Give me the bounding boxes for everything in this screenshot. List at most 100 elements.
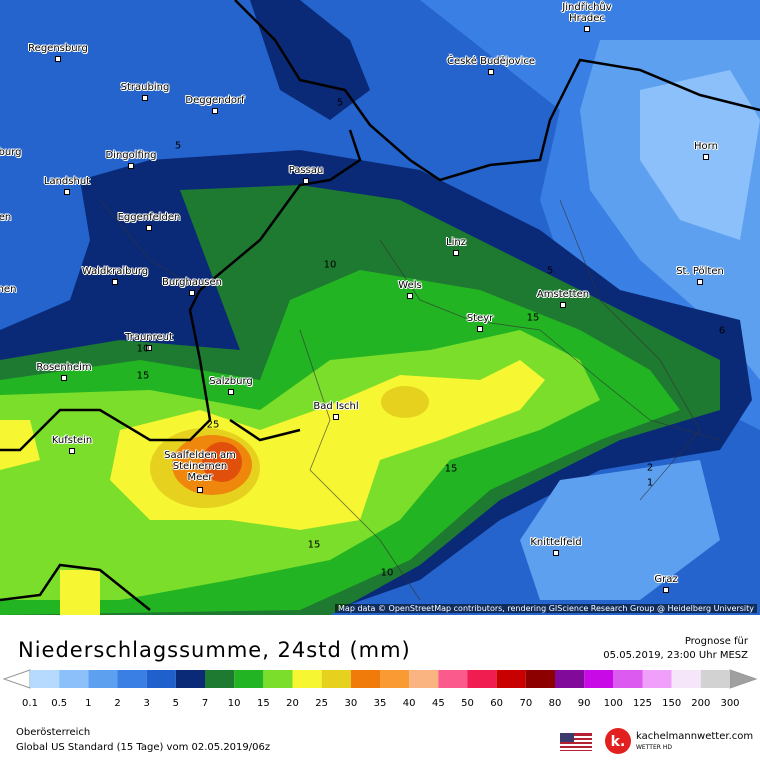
city-marker [553,550,559,556]
city-marker [212,108,218,114]
city-label: Dingolfing [105,150,157,161]
brand-sub: WETTER HD [636,744,672,751]
city-marker [197,487,203,493]
city-label: Deggendorf [185,95,245,106]
city-marker [64,189,70,195]
legend-label: 50 [461,698,474,709]
city-marker [697,279,703,285]
contour-label: 5 [336,97,344,109]
flag [560,733,592,751]
legend-label: 125 [633,698,652,709]
legend-swatch [59,670,89,688]
legend-label: 0.5 [51,698,67,709]
legend-swatch [292,670,322,688]
city-marker [453,250,459,256]
city-label: Steyr [466,313,494,324]
brand[interactable]: kachelmannwetter.com [636,731,754,742]
contour-label: 2 [646,462,654,474]
legend-label: 25 [315,698,328,709]
legend-swatch [467,670,497,688]
contour-label: 15 [444,463,458,475]
city-label: Rosenheim [36,362,92,373]
city-label: Wels [398,280,422,291]
contour-label: 5 [546,265,554,277]
contour-label: 15 [526,312,540,324]
title: Niederschlagssumme, 24std (mm) [18,638,411,662]
legend-swatch [438,670,468,688]
legend-label: 35 [374,698,387,709]
legend-swatch [117,670,147,688]
legend-swatch [380,670,410,688]
legend-swatch [613,670,643,688]
city-marker [61,375,67,381]
city-marker [303,178,309,184]
city-marker [128,163,134,169]
city-label: burg [0,147,22,158]
city-marker [703,154,709,160]
legend-label: 90 [578,698,591,709]
legend-label: 80 [549,698,562,709]
legend-label: 5 [173,698,179,709]
contour-label: 25 [206,419,220,431]
contour-label: 5 [174,140,182,152]
city-label: Burghausen [162,277,222,288]
city-marker [189,290,195,296]
city-label: Kufstein [51,435,93,446]
city-marker [228,389,234,395]
city-label: Straubing [120,82,170,93]
city-marker [488,69,494,75]
city-marker [477,326,483,332]
city-marker [560,302,566,308]
legend-swatch [496,670,526,688]
legend-label: 10 [228,698,241,709]
city-marker [407,293,413,299]
legend-swatch [584,670,614,688]
legend-arrow-left [2,669,31,689]
legend-label: 1 [85,698,91,709]
forecast-time: 05.05.2019, 23:00 Uhr MESZ [603,650,748,661]
city-label: Salzburg [209,376,253,387]
legend-swatch [263,670,293,688]
legend-label: 45 [432,698,445,709]
legend-swatch [525,670,555,688]
city-marker [333,414,339,420]
legend-label: 0.1 [22,698,38,709]
legend-swatch [146,670,176,688]
legend-label: 70 [519,698,532,709]
legend-swatch [409,670,439,688]
city-label: Traunreut [125,332,173,343]
legend-label: 40 [403,698,416,709]
city-label: Landshut [43,176,91,187]
contour-label: 15 [136,370,150,382]
legend-label: 100 [604,698,623,709]
city-label: Regensburg [28,43,88,54]
legend-swatch [350,670,380,688]
legend-label: 7 [202,698,208,709]
legend-arrow-right [729,669,758,689]
legend-label: 30 [344,698,357,709]
contour-label: 10 [136,343,150,355]
city-label: České Budějovice [446,56,536,67]
legend-swatch [321,670,351,688]
color-legend: 0.1 0.5 1 2 3 5 7 10 15 20 25 30 35 40 45 50 60 70 80 90 100… [2,669,758,709]
city-label: Waldkraiburg [81,266,149,277]
contour-label: 10 [380,567,394,579]
city-label: Horn [694,141,718,152]
legend-swatch [642,670,672,688]
forecast-label: Prognose für [684,636,748,647]
legend-swatch [234,670,264,688]
city-marker [146,225,152,231]
legend-label: 300 [720,698,739,709]
region: Oberösterreich [16,727,91,738]
city-label: Linz [446,237,466,248]
legend-label: 15 [257,698,270,709]
legend-label: 3 [143,698,149,709]
svg-text:k.: k. [611,734,626,750]
model: Global US Standard (15 Tage) vom 02.05.2… [16,742,271,753]
city-marker [584,26,590,32]
city-label: Passau [288,165,324,176]
legend-swatch [88,670,118,688]
city-marker [142,95,148,101]
